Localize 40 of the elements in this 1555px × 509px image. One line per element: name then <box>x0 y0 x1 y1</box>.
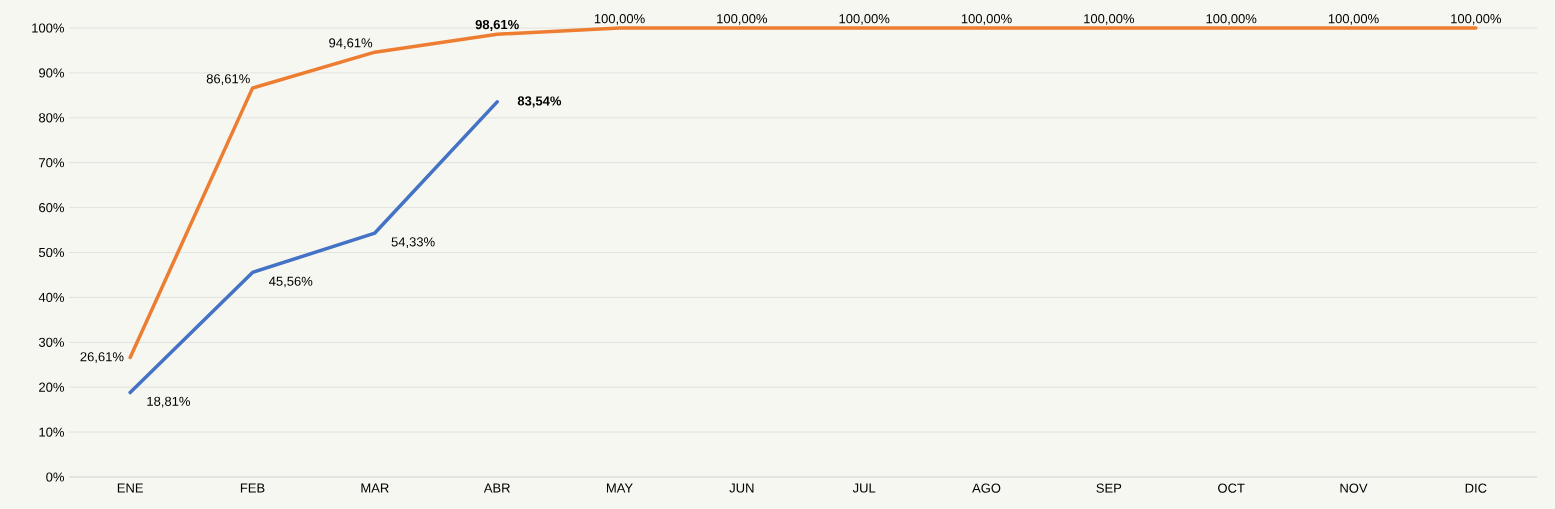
data-label: 100,00% <box>1328 14 1379 25</box>
data-label: 100,00% <box>1206 14 1257 25</box>
data-label: 100,00% <box>1451 14 1502 25</box>
data-label: 100,00% <box>961 14 1012 25</box>
y-tick-label: 70% <box>39 158 64 168</box>
x-tick-label: NOV <box>1340 483 1368 493</box>
data-label: 100,00% <box>594 14 645 25</box>
x-tick-label: AGO <box>972 483 1001 493</box>
x-tick-label: DIC <box>1465 483 1487 493</box>
y-tick-label: 20% <box>39 382 64 392</box>
x-tick-label: ENE <box>117 483 143 493</box>
x-tick-label: MAY <box>606 483 633 493</box>
data-label: 100,00% <box>839 14 890 25</box>
data-label: 54,33% <box>391 237 435 248</box>
data-label: 86,61% <box>206 74 250 85</box>
y-tick-label: 60% <box>39 202 64 213</box>
data-label: 98,61% <box>475 19 519 32</box>
data-label: 45,56% <box>269 276 313 288</box>
x-tick-label: JUL <box>852 483 876 493</box>
y-tick-label: 50% <box>38 247 64 258</box>
x-tick-label: ABR <box>483 483 510 493</box>
y-tick-label: 40% <box>38 292 64 302</box>
y-tick-label: 90% <box>39 68 64 78</box>
line-series <box>128 100 499 395</box>
x-tick-label: JUN <box>729 483 754 493</box>
data-label: 26,61% <box>80 352 124 363</box>
y-tick-label: 100% <box>32 23 64 33</box>
x-tick-label: OCT <box>1218 483 1245 493</box>
data-label: 100,00% <box>717 14 768 25</box>
y-tick-label: 80% <box>39 113 64 123</box>
y-tick-label: 10% <box>39 427 64 437</box>
y-tick-label: 30% <box>38 337 64 347</box>
data-label: 100,00% <box>1084 14 1135 25</box>
data-label: 18,81% <box>147 396 190 408</box>
x-tick-label: FEB <box>240 483 265 493</box>
x-tick-label: SEP <box>1096 483 1122 493</box>
data-label: 83,54% <box>517 96 562 108</box>
data-label: 94,61% <box>329 38 373 49</box>
y-tick-label: 0% <box>46 472 64 482</box>
x-tick-label: MAR <box>361 483 389 493</box>
